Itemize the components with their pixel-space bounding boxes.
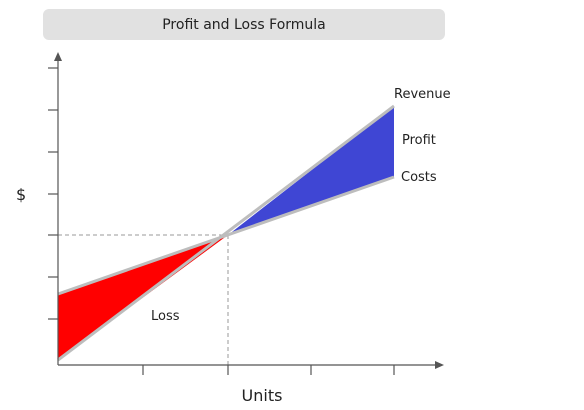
x-axis-label: Units <box>242 386 283 405</box>
costs-label: Costs <box>401 170 437 185</box>
revenue-label: Revenue <box>394 87 451 102</box>
y-axis-label: $ <box>16 185 26 204</box>
x-axis-arrow <box>435 361 444 369</box>
revenue-line <box>57 104 395 362</box>
diagram-title: Profit and Loss Formula <box>43 9 445 40</box>
y-axis-ticks <box>48 67 58 320</box>
loss-label: Loss <box>151 309 180 324</box>
x-axis-ticks <box>142 365 395 375</box>
profit-label: Profit <box>402 133 436 148</box>
y-axis-arrow <box>54 52 62 61</box>
costs-line <box>57 175 395 296</box>
